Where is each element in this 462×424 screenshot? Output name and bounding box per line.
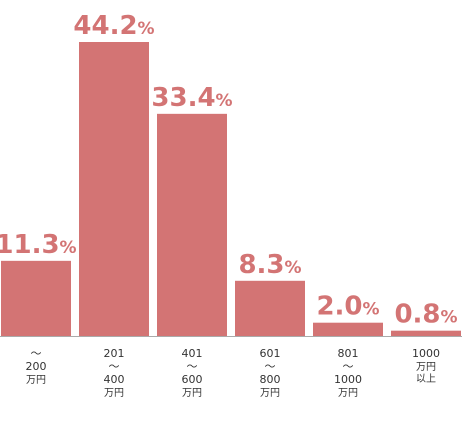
category-line-2-3: 万円 — [182, 388, 202, 399]
category-line-3-3: 万円 — [260, 388, 280, 399]
bar-5 — [391, 330, 461, 336]
value-label-3: 8.3% — [238, 250, 301, 280]
category-line-2-1: 〜 — [187, 360, 198, 373]
category-line-0-1: 200 — [26, 360, 47, 373]
category-line-1-2: 400 — [104, 373, 125, 386]
category-line-4-0: 801 — [338, 347, 359, 360]
value-number-2: 33.4 — [151, 83, 215, 113]
category-line-5-2: 以上 — [416, 373, 436, 385]
bar-1 — [79, 42, 149, 336]
category-line-1-1: 〜 — [109, 360, 120, 373]
value-unit-1: % — [138, 19, 155, 39]
value-unit-3: % — [285, 258, 302, 278]
category-line-2-2: 600 — [182, 373, 203, 386]
value-number-5: 0.8 — [394, 300, 440, 330]
bar-0 — [1, 260, 71, 336]
category-label-5: 1000 万円以上 — [412, 347, 440, 385]
value-unit-2: % — [216, 91, 233, 111]
value-label-1: 44.2% — [73, 11, 154, 41]
value-label-5: 0.8% — [394, 300, 457, 330]
category-line-2-0: 401 — [182, 347, 203, 360]
category-line-3-2: 800 — [260, 373, 281, 386]
category-line-4-1: 〜 — [343, 360, 354, 373]
category-line-3-0: 601 — [260, 347, 281, 360]
value-number-4: 2.0 — [316, 292, 362, 322]
category-label-3: 601 〜 800 万円 — [260, 347, 281, 399]
category-label-0: 〜 200 万円 — [26, 347, 47, 386]
category-line-4-2: 1000 — [334, 373, 362, 386]
category-line-1-3: 万円 — [104, 388, 124, 399]
bar-4 — [313, 322, 383, 336]
category-line-0-0: 〜 — [31, 347, 42, 360]
value-number-0: 11.3 — [0, 230, 60, 260]
category-line-5-0: 1000 — [412, 347, 440, 360]
value-unit-5: % — [441, 308, 458, 328]
category-line-4-3: 万円 — [338, 388, 358, 399]
category-line-0-2: 万円 — [26, 375, 46, 386]
bar-2 — [157, 113, 227, 337]
bar-3 — [235, 280, 305, 336]
category-line-1-0: 201 — [104, 347, 125, 360]
category-label-1: 201 〜 400 万円 — [104, 347, 125, 399]
value-number-1: 44.2 — [73, 11, 137, 41]
value-label-0: 11.3% — [0, 230, 77, 260]
category-label-2: 401 〜 600 万円 — [182, 347, 203, 399]
value-number-3: 8.3 — [238, 250, 284, 280]
value-label-2: 33.4% — [151, 83, 232, 113]
value-label-4: 2.0% — [316, 292, 379, 322]
category-line-5-1: 万円 — [416, 362, 436, 373]
value-unit-0: % — [60, 238, 77, 258]
category-label-4: 801 〜 1000 万円 — [334, 347, 362, 399]
category-line-3-1: 〜 — [265, 360, 276, 373]
value-unit-4: % — [363, 300, 380, 320]
